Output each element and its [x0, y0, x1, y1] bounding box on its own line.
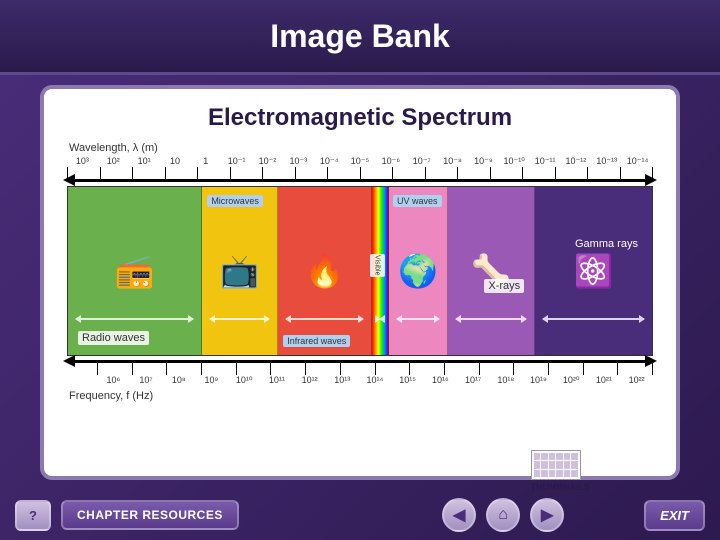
band-radio-waves: 📻 Radio waves — [68, 187, 202, 355]
band-infrared-waves: 🔥 Infrared waves — [278, 187, 371, 355]
range-arrow — [286, 318, 362, 320]
band-label: UV waves — [393, 195, 442, 207]
infrared-waves-icon: 🔥 — [305, 252, 345, 290]
thumbnails-icon — [531, 450, 581, 480]
band-label: Gamma rays — [571, 237, 642, 251]
header: Image Bank — [0, 0, 720, 75]
exit-button[interactable]: EXIT — [644, 500, 705, 531]
wavelength-label: Wavelength, λ (m) — [59, 142, 661, 154]
range-arrow — [210, 318, 269, 320]
band-label: Microwaves — [207, 195, 263, 207]
gamma-rays-icon: ⚛️ — [574, 252, 614, 290]
forward-button[interactable]: ▶ — [530, 498, 564, 532]
band-visible: Visible — [372, 187, 390, 355]
home-button[interactable]: ⌂ — [486, 498, 520, 532]
spectrum-bands: 📻 Radio waves 📺 Microwaves 🔥 Infrared waves Vi… — [67, 186, 653, 356]
wavelength-ticks — [59, 167, 661, 179]
range-arrow — [397, 318, 438, 320]
microwaves-icon: 📺 — [220, 252, 260, 290]
band-x-rays: 🦴X-rays — [448, 187, 536, 355]
help-button[interactable]: ? — [15, 500, 51, 531]
back-button[interactable]: ◀ — [442, 498, 476, 532]
band-label: X-rays — [484, 279, 524, 293]
page-title: Image Bank — [270, 18, 450, 55]
frequency-ticks — [89, 363, 661, 375]
band-microwaves: 📺 Microwaves — [202, 187, 278, 355]
band-uv-waves: 🌍 UV waves — [389, 187, 447, 355]
content-panel: Electromagnetic Spectrum Wavelength, λ (… — [40, 85, 680, 480]
frequency-scale: 10⁶10⁷10⁸10⁹10¹⁰10¹¹10¹²10¹³10¹⁴10¹⁵10¹⁶… — [89, 375, 661, 386]
wavelength-axis-arrow — [67, 179, 653, 182]
wavelength-scale: 10³10²10¹10110⁻¹10⁻²10⁻³10⁻⁴10⁻⁵10⁻⁶10⁻⁷… — [59, 156, 661, 167]
radio-waves-icon: 📻 — [115, 252, 155, 290]
subtitle: Electromagnetic Spectrum — [59, 104, 661, 132]
bottom-bar: ? CHAPTER RESOURCES ◀ ⌂ ▶ EXIT — [0, 490, 720, 540]
range-arrow — [76, 318, 193, 320]
frequency-axis-arrow — [67, 360, 653, 363]
chapter-resources-button[interactable]: CHAPTER RESOURCES — [61, 500, 239, 530]
band-label: Visible — [370, 254, 385, 277]
range-arrow — [543, 318, 644, 320]
band-label: Radio waves — [78, 331, 149, 345]
range-arrow — [456, 318, 527, 320]
thumbnails-button[interactable]: THUMBNAILS — [531, 450, 591, 492]
band-gamma-rays: ⚛️Gamma rays — [535, 187, 652, 355]
spectrum-diagram: Wavelength, λ (m) 10³10²10¹10110⁻¹10⁻²10… — [59, 142, 661, 402]
band-label: Infrared waves — [283, 335, 350, 347]
uv-waves-icon: 🌍 — [398, 252, 438, 290]
range-arrow — [380, 318, 381, 320]
frequency-label: Frequency, f (Hz) — [59, 390, 661, 402]
